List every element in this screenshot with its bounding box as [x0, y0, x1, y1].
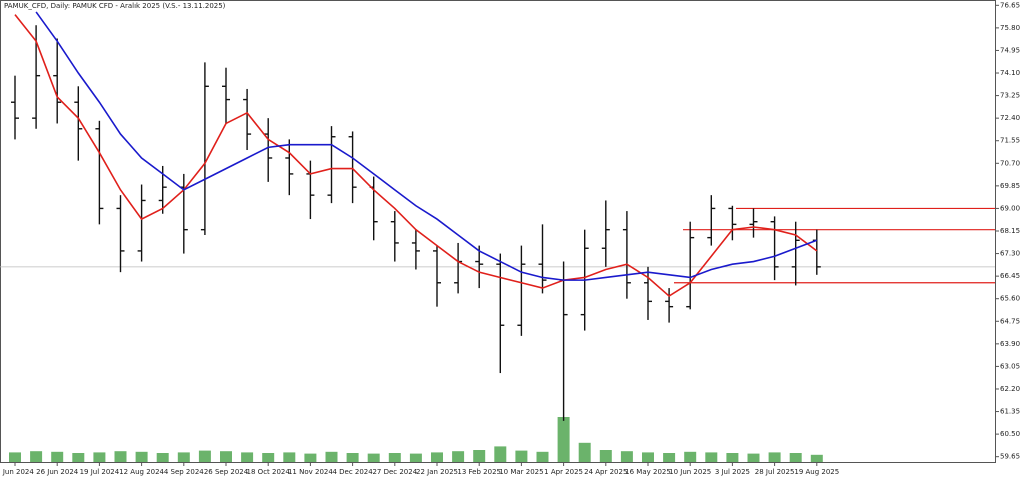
x-tick-label: 3 Jun 2024 [0, 468, 34, 476]
volume-bar [220, 451, 232, 462]
ma-slow-line [35, 11, 818, 281]
ma-fast-line [14, 14, 818, 298]
volume-bar [367, 453, 380, 462]
volume-bar [515, 450, 528, 462]
volume-bar [810, 454, 823, 462]
volume-bar [536, 451, 549, 462]
y-tick-label: 67.30 [1000, 250, 1020, 258]
x-tick-label: 16 May 2025 [625, 468, 671, 476]
volume-bar [346, 453, 359, 462]
volume-bar [726, 453, 739, 462]
volume-bar [262, 453, 275, 462]
x-tick-label: 22 Jan 2025 [416, 468, 458, 476]
volume-bar [663, 453, 676, 462]
volume-bar [452, 451, 465, 462]
volume-bar [599, 450, 612, 462]
x-tick-label: 12 Aug 2024 [119, 468, 164, 476]
volume-bar [705, 452, 718, 462]
x-tick-label: 1 Apr 2025 [544, 468, 583, 476]
y-tick-label: 63.05 [1000, 362, 1020, 370]
x-tick-label: 3 Jul 2025 [715, 468, 750, 476]
volume-bar [578, 442, 591, 462]
volume-bar [93, 452, 106, 462]
volume-bar [473, 450, 486, 462]
y-tick-label: 76.65 [1000, 1, 1020, 9]
x-tick-label: 19 Jul 2024 [80, 468, 120, 476]
y-tick-label: 72.40 [1000, 114, 1020, 122]
volume-bar [135, 451, 148, 462]
x-tick-label: 28 Jul 2025 [755, 468, 795, 476]
y-tick-label: 69.00 [1000, 204, 1020, 212]
y-tick-label: 71.55 [1000, 137, 1020, 145]
volume-bar [198, 450, 211, 462]
x-tick-label: 10 Jun 2025 [669, 468, 711, 476]
y-tick-label: 62.20 [1000, 385, 1020, 393]
volume-bar [156, 453, 169, 462]
y-tick-label: 69.85 [1000, 182, 1020, 190]
volume-bar [557, 417, 570, 462]
x-tick-label: 18 Oct 2024 [247, 468, 291, 476]
y-tick-label: 63.90 [1000, 340, 1020, 348]
volume-bar [642, 452, 654, 462]
volume-bar [177, 452, 190, 462]
x-tick-label: 10 Mar 2025 [499, 468, 543, 476]
volume-bar [325, 451, 338, 462]
y-tick-label: 60.50 [1000, 430, 1020, 438]
y-tick-label: 65.60 [1000, 295, 1020, 303]
volume-bar [684, 451, 697, 462]
y-tick-label: 74.95 [1000, 46, 1020, 54]
x-tick-label: 26 Sep 2024 [204, 468, 249, 476]
y-tick-label: 61.35 [1000, 408, 1020, 416]
volume-bar [789, 453, 802, 462]
volume-bar [747, 453, 760, 462]
volume-bar [283, 452, 296, 462]
volume-bar [768, 452, 781, 462]
volume-bar [114, 451, 127, 462]
volume-bar [304, 453, 317, 462]
x-tick-label: 13 Feb 2025 [457, 468, 501, 476]
volume-bar [30, 451, 43, 462]
volume-bar [431, 452, 443, 462]
volume-bar [241, 452, 254, 462]
volume-bar [72, 453, 85, 462]
volume-bar [388, 453, 401, 462]
volume-bar [620, 451, 633, 462]
y-tick-label: 66.45 [1000, 272, 1020, 280]
y-tick-label: 64.75 [1000, 317, 1020, 325]
x-tick-label: 4 Sep 2024 [164, 468, 204, 476]
volume-bar [494, 446, 507, 462]
y-tick-label: 68.15 [1000, 227, 1020, 235]
y-tick-label: 70.70 [1000, 159, 1020, 167]
x-tick-label: 4 Dec 2024 [332, 468, 373, 476]
y-tick-label: 74.10 [1000, 69, 1020, 77]
y-tick-label: 59.65 [1000, 453, 1020, 461]
volume-bar [409, 453, 422, 462]
y-tick-label: 73.25 [1000, 92, 1020, 100]
x-tick-label: 24 Apr 2025 [584, 468, 627, 476]
plot-frame [0, 0, 996, 463]
volume-bar [9, 452, 21, 462]
x-tick-label: 26 Jun 2024 [36, 468, 79, 476]
y-tick-label: 75.80 [1000, 24, 1020, 32]
x-tick-label: 19 Aug 2025 [794, 468, 839, 476]
x-tick-label: 27 Dec 2024 [372, 468, 417, 476]
volume-bar [51, 451, 64, 462]
chart-title: PAMUK_CFD, Daily: PAMUK CFD - Aralık 202… [4, 2, 226, 10]
x-tick-label: 11 Nov 2024 [288, 468, 333, 476]
